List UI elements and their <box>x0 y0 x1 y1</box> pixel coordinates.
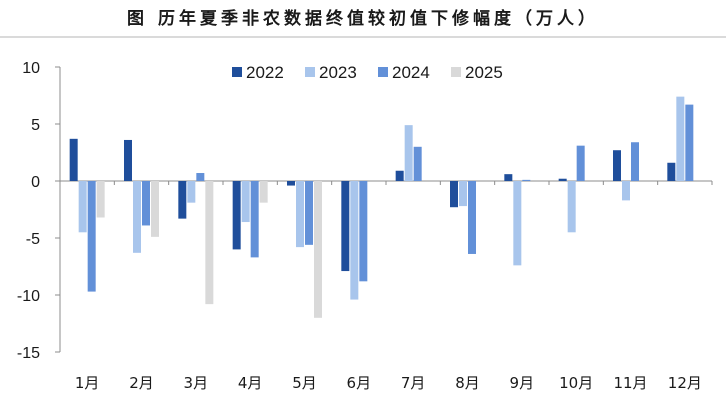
legend-item-2025: 2025 <box>451 63 503 82</box>
bar-2023-7 <box>404 125 413 181</box>
bar-2023-2 <box>133 181 141 253</box>
x-tick-label: 6月 <box>347 374 372 392</box>
bar-2022-5 <box>287 181 295 186</box>
legend-label: 2024 <box>392 63 430 82</box>
bar-2023-10 <box>567 181 576 233</box>
x-tick-label: 10月 <box>559 374 593 392</box>
x-tick-label: 3月 <box>184 374 209 392</box>
y-tick-label: 10 <box>22 60 40 77</box>
bar-2024-12 <box>685 104 694 181</box>
bar-2023-5 <box>296 181 304 248</box>
bar-2024-2 <box>142 181 150 226</box>
x-axis <box>59 180 713 185</box>
bar-2025-2 <box>151 181 159 237</box>
x-tick-label: 1月 <box>75 374 100 392</box>
bar-2023-11 <box>622 181 630 201</box>
chart-title: 图 历年夏季非农数据终值较初值下修幅度（万人） <box>127 8 599 29</box>
x-tick-label: 5月 <box>292 374 317 392</box>
y-tick-label: -10 <box>17 288 40 305</box>
bar-2023-9 <box>513 181 522 266</box>
legend-label: 2025 <box>465 63 503 82</box>
bar-2025-4 <box>259 181 268 203</box>
bar-2022-8 <box>450 181 458 208</box>
bar-2024-9 <box>522 179 531 181</box>
bar-2022-6 <box>341 181 350 272</box>
bar-2022-3 <box>178 181 187 219</box>
bar-2024-10 <box>576 145 585 181</box>
bar-2024-3 <box>196 173 205 181</box>
bar-2023-8 <box>459 181 467 207</box>
bar-2023-12 <box>676 96 685 181</box>
legend: 2022 2023 2024 2025 <box>232 63 503 82</box>
x-axis-labels: 1月 2月 3月 4月 5月 6月 7月 8月 9月 10月 11月 12月 <box>75 374 702 392</box>
bar-2022-12 <box>667 162 676 181</box>
bar-2022-10 <box>558 178 567 181</box>
bar-2023-4 <box>241 181 250 223</box>
legend-item-2023: 2023 <box>305 63 357 82</box>
bar-2025-3 <box>205 181 214 305</box>
bar-2022-1 <box>69 138 78 181</box>
x-tick-label: 2月 <box>129 374 154 392</box>
bar-2022-4 <box>232 181 241 250</box>
legend-swatch <box>305 67 315 77</box>
x-tick-label: 9月 <box>510 374 535 392</box>
bars <box>69 96 694 318</box>
bar-2024-1 <box>87 181 96 292</box>
legend-swatch <box>451 67 461 77</box>
bar-2024-6 <box>359 181 368 282</box>
bar-2024-5 <box>305 181 313 245</box>
bar-2025-1 <box>96 181 105 218</box>
x-tick-label: 11月 <box>613 374 647 392</box>
x-tick-label: 8月 <box>455 374 480 392</box>
bar-2024-4 <box>250 181 259 258</box>
bar-2025-5 <box>314 181 322 318</box>
legend-item-2024: 2024 <box>378 63 430 82</box>
bar-2024-8 <box>468 181 476 254</box>
legend-swatch <box>378 67 388 77</box>
x-tick-label: 12月 <box>668 374 702 392</box>
legend-label: 2022 <box>246 63 284 82</box>
y-tick-label: -5 <box>26 231 40 248</box>
legend-swatch <box>232 67 242 77</box>
legend-label: 2023 <box>319 63 357 82</box>
bar-2022-9 <box>504 174 513 181</box>
legend-item-2022: 2022 <box>232 63 284 82</box>
bar-2023-1 <box>78 181 87 233</box>
y-tick-label: 0 <box>31 174 40 191</box>
bar-2022-2 <box>124 139 132 181</box>
y-tick-label: -15 <box>17 345 40 362</box>
bar-2022-11 <box>613 150 621 181</box>
bar-2023-6 <box>350 181 359 300</box>
bar-2024-7 <box>413 146 422 181</box>
x-tick-label: 7月 <box>401 374 426 392</box>
bar-2024-11 <box>631 142 639 181</box>
y-tick-label: 5 <box>31 117 40 134</box>
bar-2022-7 <box>395 170 404 181</box>
y-axis: 10 5 0 -5 -10 -15 <box>17 60 61 362</box>
bar-2023-3 <box>187 181 196 203</box>
x-tick-label: 4月 <box>238 374 263 392</box>
